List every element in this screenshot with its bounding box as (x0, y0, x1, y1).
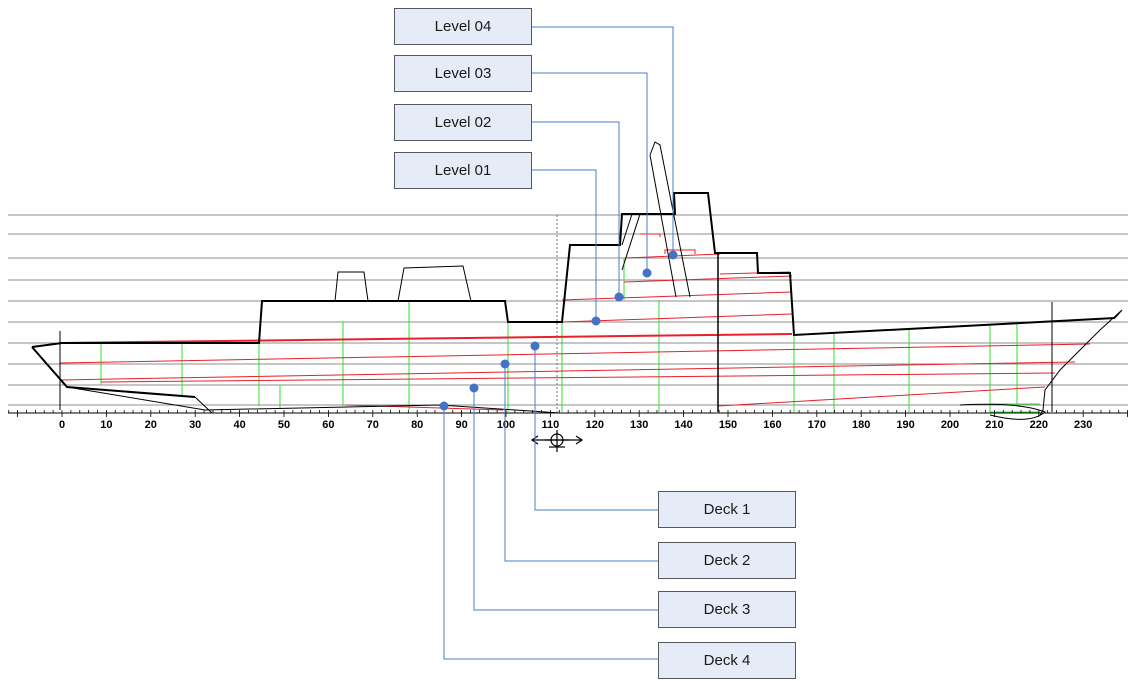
frame-tick-label: 210 (985, 419, 1003, 431)
deck-2-marker[interactable] (500, 359, 510, 369)
frame-tick-label: 40 (233, 419, 245, 431)
deck-3-marker[interactable] (469, 383, 479, 393)
level-04-callout[interactable]: Level 04 (394, 8, 532, 45)
deck-markers (439, 341, 540, 411)
frame-tick-label: 10 (100, 419, 112, 431)
frame-tick-label: 140 (674, 419, 692, 431)
deck-3-callout[interactable]: Deck 3 (658, 591, 796, 628)
leader-lines (443, 26, 674, 660)
frame-tick-label: 80 (411, 419, 423, 431)
frame-tick-label: 200 (941, 419, 959, 431)
frame-axis-labels: 0 10 20 30 40 50 60 70 80 90 100 110 120 130 140 150 160… (59, 419, 1092, 431)
frame-tick-label: 230 (1074, 419, 1092, 431)
level-03-callout[interactable]: Level 03 (394, 55, 532, 92)
level-03-marker[interactable] (642, 268, 652, 278)
frame-axis (8, 410, 1128, 417)
frame-tick-label: 180 (852, 419, 870, 431)
deck-1-marker[interactable] (530, 341, 540, 351)
midship-section-icon[interactable] (530, 430, 584, 452)
level-04-marker[interactable] (668, 250, 678, 260)
frame-tick-label: 50 (278, 419, 290, 431)
level-03-label: Level 03 (434, 65, 492, 82)
deck-4-callout[interactable]: Deck 4 (658, 642, 796, 679)
frame-tick-label: 20 (145, 419, 157, 431)
frame-tick-label: 70 (367, 419, 379, 431)
frame-tick-label: 0 (59, 419, 65, 431)
frame-tick-label: 100 (497, 419, 515, 431)
frame-lines (100, 258, 1040, 413)
deck-1-callout[interactable]: Deck 1 (658, 491, 796, 528)
frame-tick-label: 150 (719, 419, 737, 431)
deck-2-label: Deck 2 (703, 552, 751, 569)
level-02-callout[interactable]: Level 02 (394, 104, 532, 141)
level-02-marker[interactable] (614, 292, 624, 302)
level-01-marker[interactable] (591, 316, 601, 326)
level-01-callout[interactable]: Level 01 (394, 152, 532, 189)
frame-tick-label: 60 (322, 419, 334, 431)
level-markers (591, 250, 678, 326)
deck-2-callout[interactable]: Deck 2 (658, 542, 796, 579)
level-04-label: Level 04 (434, 18, 492, 35)
frame-tick-label: 190 (896, 419, 914, 431)
frame-tick-label: 120 (586, 419, 604, 431)
level-02-label: Level 02 (434, 114, 492, 131)
deck-3-label: Deck 3 (703, 601, 751, 618)
deck-4-marker[interactable] (439, 401, 449, 411)
deck-1-label: Deck 1 (703, 501, 751, 518)
frame-tick-label: 30 (189, 419, 201, 431)
deck-lines (59, 233, 1091, 411)
frame-tick-label: 90 (455, 419, 467, 431)
frame-tick-label: 160 (763, 419, 781, 431)
waterlines (8, 214, 1128, 406)
frame-tick-label: 110 (542, 419, 560, 431)
frame-tick-label: 170 (808, 419, 826, 431)
level-01-label: Level 01 (434, 162, 492, 179)
frame-tick-label: 130 (630, 419, 648, 431)
frame-tick-label: 220 (1030, 419, 1048, 431)
deck-4-label: Deck 4 (703, 652, 751, 669)
